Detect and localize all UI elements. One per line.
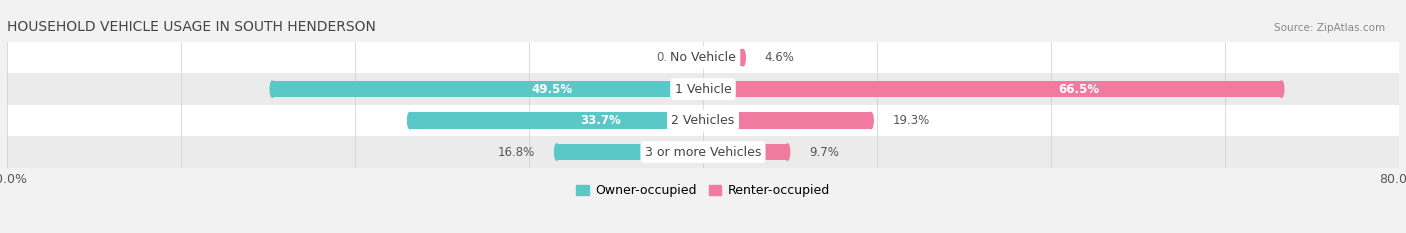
Text: 1 Vehicle: 1 Vehicle: [675, 83, 731, 96]
Text: 4.6%: 4.6%: [765, 51, 794, 64]
Text: 0.0%: 0.0%: [657, 51, 686, 64]
Text: 16.8%: 16.8%: [498, 146, 536, 158]
Text: 66.5%: 66.5%: [1059, 83, 1099, 96]
Bar: [703, 144, 787, 160]
Circle shape: [785, 144, 790, 160]
Text: 3 or more Vehicles: 3 or more Vehicles: [645, 146, 761, 158]
Circle shape: [408, 112, 412, 129]
Legend: Owner-occupied, Renter-occupied: Owner-occupied, Renter-occupied: [576, 184, 830, 197]
Bar: [273, 81, 703, 97]
Circle shape: [741, 49, 745, 66]
Text: 19.3%: 19.3%: [893, 114, 929, 127]
Text: 9.7%: 9.7%: [808, 146, 839, 158]
Bar: [7, 42, 1399, 73]
Text: 49.5%: 49.5%: [531, 83, 572, 96]
Text: 33.7%: 33.7%: [581, 114, 621, 127]
Text: 2 Vehicles: 2 Vehicles: [672, 114, 734, 127]
Circle shape: [1279, 81, 1284, 97]
Bar: [703, 112, 870, 129]
Text: No Vehicle: No Vehicle: [671, 51, 735, 64]
Text: HOUSEHOLD VEHICLE USAGE IN SOUTH HENDERSON: HOUSEHOLD VEHICLE USAGE IN SOUTH HENDERS…: [7, 20, 375, 34]
Bar: [7, 73, 1399, 105]
Text: Source: ZipAtlas.com: Source: ZipAtlas.com: [1274, 23, 1385, 33]
Bar: [409, 112, 703, 129]
Bar: [7, 105, 1399, 136]
Bar: [7, 136, 1399, 168]
Bar: [557, 144, 703, 160]
Circle shape: [869, 112, 873, 129]
Circle shape: [554, 144, 560, 160]
Bar: [703, 81, 1281, 97]
Bar: [703, 49, 742, 66]
Circle shape: [270, 81, 274, 97]
